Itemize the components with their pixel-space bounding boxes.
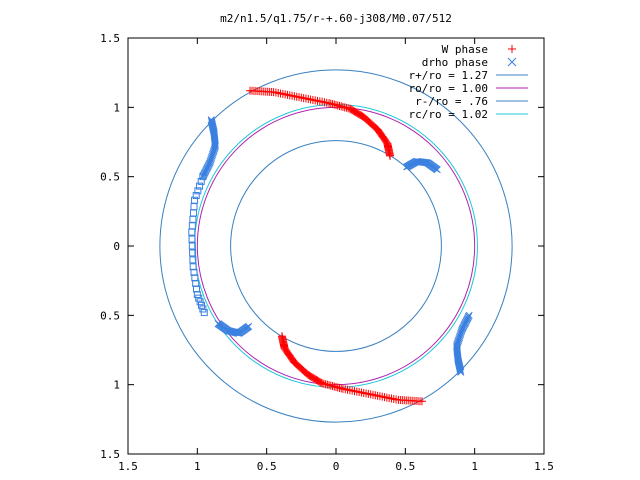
- square-marker-8: [189, 215, 197, 223]
- square-marker-6: [190, 203, 198, 211]
- x-tick-label-2: 0.5: [257, 460, 277, 473]
- series-1-arc-3-point-47: [457, 367, 465, 375]
- y-tick-label-0: 1.5: [100, 448, 120, 461]
- y-tick-label-5: 1: [113, 101, 120, 114]
- data-series: [188, 86, 473, 406]
- reference-circle-0: [159, 69, 513, 423]
- legend-marker-0: [508, 45, 516, 53]
- legend-label-4: r-/ro = .76: [415, 95, 488, 108]
- square-marker-3: [194, 187, 202, 195]
- x-tick-label-1: 1: [194, 460, 201, 473]
- square-marker-23: [197, 301, 205, 309]
- legend-label-1: drho phase: [422, 56, 488, 69]
- square-marker-21: [195, 294, 203, 302]
- legend-label-2: r+/ro = 1.27: [409, 69, 488, 82]
- y-tick-label-6: 1.5: [100, 32, 120, 45]
- series-1-arc-3-point-48: [457, 368, 465, 376]
- square-marker-13: [189, 249, 197, 257]
- square-marker-20: [193, 291, 201, 299]
- y-tick-label-3: 0: [113, 240, 120, 253]
- reference-circle-1: [196, 106, 476, 386]
- reference-circle-2: [230, 140, 442, 352]
- square-marker-7: [189, 209, 197, 217]
- square-marker-12: [188, 242, 196, 250]
- square-marker-24: [199, 305, 207, 313]
- square-marker-14: [189, 256, 197, 264]
- x-tick-label-5: 1: [471, 460, 478, 473]
- x-axis-ticks: 1.5 1 0.5 0 0.5 1 1.5: [118, 38, 554, 473]
- y-tick-label-2: 0.5: [100, 309, 120, 322]
- x-tick-label-3: 0: [333, 460, 340, 473]
- square-marker-25: [200, 309, 208, 317]
- square-marker-1: [197, 177, 205, 185]
- chart-title: m2/n1.5/q1.75/r-+.60-j308/M0.07/512: [220, 12, 452, 25]
- square-marker-10: [188, 228, 196, 236]
- y-tick-label-1: 1: [113, 379, 120, 392]
- reference-circle-3: [194, 104, 478, 388]
- legend-marker-1: [507, 57, 517, 67]
- legend-label-5: rc/ro = 1.02: [409, 108, 488, 121]
- square-marker-4: [192, 192, 200, 200]
- series-0-arc-0-point-96: [386, 151, 395, 160]
- x-tick-label-0: 1.5: [118, 460, 138, 473]
- square-marker-2: [196, 182, 204, 190]
- square-marker-11: [188, 235, 196, 243]
- y-tick-label-4: 0.5: [100, 171, 120, 184]
- series-0-arc-1-point-96: [277, 332, 286, 341]
- x-tick-label-6: 1.5: [534, 460, 554, 473]
- legend-label-0: W phase: [442, 43, 488, 56]
- square-marker-0: [199, 173, 207, 181]
- x-tick-label-4: 0.5: [395, 460, 415, 473]
- legend-label-3: ro/ro = 1.00: [409, 82, 488, 95]
- series-1-arc-1-point-36: [214, 320, 222, 328]
- square-marker-9: [188, 222, 196, 230]
- y-axis-ticks: 1.5 1 0.5 0 0.5 1 1.5: [100, 32, 544, 461]
- square-marker-22: [196, 298, 204, 306]
- series-1-arc-2-point-36: [433, 166, 441, 174]
- series-1-arc-3-point-46: [456, 366, 464, 374]
